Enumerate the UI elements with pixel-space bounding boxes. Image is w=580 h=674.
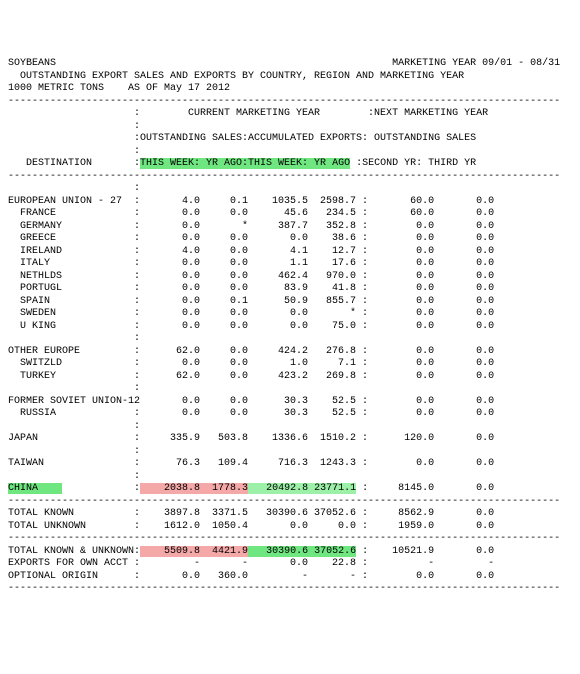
export-sales-report: SOYBEANS MARKETING YEAR 09/01 - 08/31 OU…: [8, 58, 572, 596]
